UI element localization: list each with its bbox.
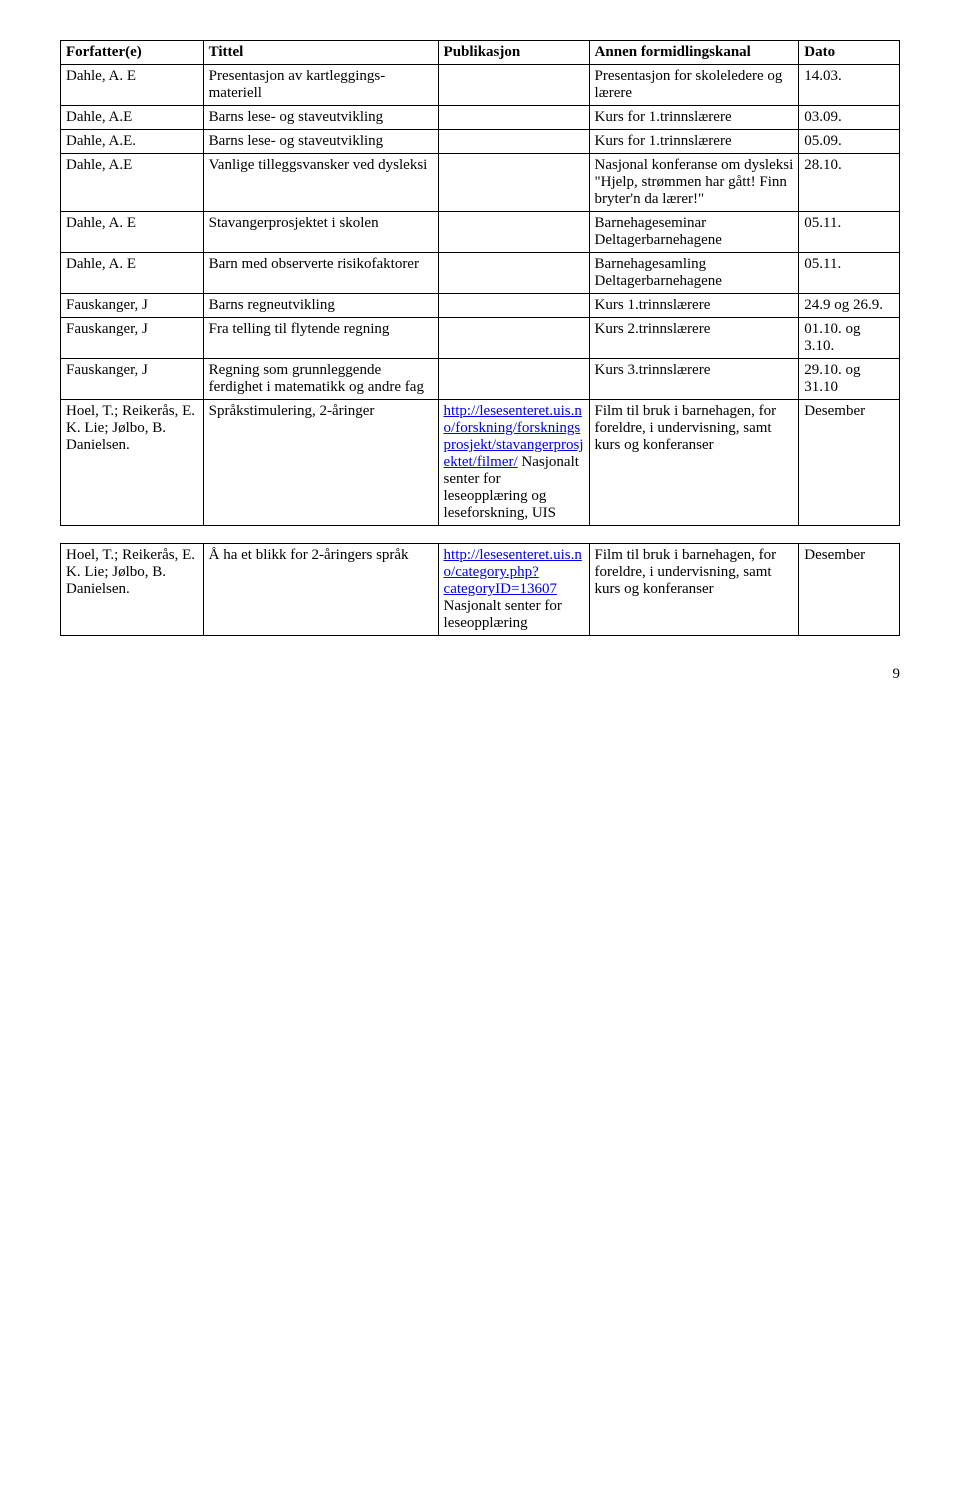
- header-author: Forfatter(e): [61, 41, 204, 65]
- header-publication: Publikasjon: [438, 41, 589, 65]
- table-spacer: [61, 526, 900, 544]
- table-row: Dahle, A. E Barn med observerte risikofa…: [61, 253, 900, 294]
- cell-channel: Kurs 3.trinnslærere: [589, 359, 799, 400]
- cell-pub: [438, 130, 589, 154]
- header-channel: Annen formidlingskanal: [589, 41, 799, 65]
- header-date: Dato: [799, 41, 900, 65]
- cell-title: Barns lese- og staveutvikling: [203, 106, 438, 130]
- cell-title: Vanlige tilleggsvansker ved dysleksi: [203, 154, 438, 212]
- cell-channel: Presentasjon for skoleledere og lærere: [589, 65, 799, 106]
- table-header-row: Forfatter(e) Tittel Publikasjon Annen fo…: [61, 41, 900, 65]
- cell-author: Fauskanger, J: [61, 318, 204, 359]
- cell-date: 03.09.: [799, 106, 900, 130]
- table-row: Fauskanger, J Fra telling til flytende r…: [61, 318, 900, 359]
- cell-title: Barns lese- og staveutvikling: [203, 130, 438, 154]
- header-title: Tittel: [203, 41, 438, 65]
- publications-table: Forfatter(e) Tittel Publikasjon Annen fo…: [60, 40, 900, 636]
- cell-author: Dahle, A.E: [61, 106, 204, 130]
- cell-title: Barns regneutvikling: [203, 294, 438, 318]
- cell-title: Barn med observerte risikofaktorer: [203, 253, 438, 294]
- cell-channel: Barnehagesamling Deltagerbarnehagene: [589, 253, 799, 294]
- cell-date: Desember: [799, 400, 900, 526]
- cell-channel: Barnehageseminar Deltagerbarnehagene: [589, 212, 799, 253]
- cell-pub: [438, 106, 589, 130]
- table-row: Dahle, A.E. Barns lese- og staveutviklin…: [61, 130, 900, 154]
- cell-pub: [438, 294, 589, 318]
- publication-after-text: Nasjonalt senter for leseopplæring: [444, 598, 562, 631]
- table-row: Hoel, T.; Reikerås, E. K. Lie; Jølbo, B.…: [61, 400, 900, 526]
- cell-pub: http://lesesenteret.uis.no/category.php?…: [438, 544, 589, 636]
- cell-date: 24.9 og 26.9.: [799, 294, 900, 318]
- cell-title: Fra telling til flytende regning: [203, 318, 438, 359]
- cell-date: Desember: [799, 544, 900, 636]
- cell-channel: Film til bruk i barnehagen, for foreldre…: [589, 400, 799, 526]
- table-row: Dahle, A. E Presentasjon av kartleggings…: [61, 65, 900, 106]
- cell-pub: [438, 359, 589, 400]
- table-row: Dahle, A. E Stavangerprosjektet i skolen…: [61, 212, 900, 253]
- cell-channel: Nasjonal konferanse om dysleksi "Hjelp, …: [589, 154, 799, 212]
- cell-date: 01.10. og 3.10.: [799, 318, 900, 359]
- cell-author: Dahle, A.E.: [61, 130, 204, 154]
- cell-channel: Film til bruk i barnehagen, for foreldre…: [589, 544, 799, 636]
- cell-author: Hoel, T.; Reikerås, E. K. Lie; Jølbo, B.…: [61, 400, 204, 526]
- table-row: Fauskanger, J Barns regneutvikling Kurs …: [61, 294, 900, 318]
- cell-date: 05.09.: [799, 130, 900, 154]
- cell-title: Presentasjon av kartleggings- materiell: [203, 65, 438, 106]
- cell-author: Fauskanger, J: [61, 359, 204, 400]
- cell-author: Dahle, A. E: [61, 253, 204, 294]
- cell-date: 05.11.: [799, 253, 900, 294]
- cell-pub: [438, 253, 589, 294]
- cell-author: Hoel, T.; Reikerås, E. K. Lie; Jølbo, B.…: [61, 544, 204, 636]
- cell-author: Dahle, A. E: [61, 65, 204, 106]
- page-number: 9: [60, 666, 900, 683]
- cell-pub: http://lesesenteret.uis.no/forskning/for…: [438, 400, 589, 526]
- cell-date: 28.10.: [799, 154, 900, 212]
- cell-title: Stavangerprosjektet i skolen: [203, 212, 438, 253]
- cell-pub: [438, 318, 589, 359]
- cell-pub: [438, 212, 589, 253]
- cell-channel: Kurs for 1.trinnslærere: [589, 130, 799, 154]
- cell-date: 14.03.: [799, 65, 900, 106]
- table-row: Dahle, A.E Barns lese- og staveutvikling…: [61, 106, 900, 130]
- cell-date: 29.10. og 31.10: [799, 359, 900, 400]
- cell-title: Språkstimulering, 2-åringer: [203, 400, 438, 526]
- cell-title: Regning som grunnleggende ferdighet i ma…: [203, 359, 438, 400]
- cell-author: Dahle, A.E: [61, 154, 204, 212]
- cell-pub: [438, 154, 589, 212]
- cell-author: Fauskanger, J: [61, 294, 204, 318]
- table-row: Fauskanger, J Regning som grunnleggende …: [61, 359, 900, 400]
- cell-channel: Kurs for 1.trinnslærere: [589, 106, 799, 130]
- cell-channel: Kurs 1.trinnslærere: [589, 294, 799, 318]
- cell-pub: [438, 65, 589, 106]
- cell-channel: Kurs 2.trinnslærere: [589, 318, 799, 359]
- table-row: Dahle, A.E Vanlige tilleggsvansker ved d…: [61, 154, 900, 212]
- cell-author: Dahle, A. E: [61, 212, 204, 253]
- publication-link[interactable]: http://lesesenteret.uis.no/category.php?…: [444, 547, 582, 597]
- cell-title: Å ha et blikk for 2-åringers språk: [203, 544, 438, 636]
- cell-date: 05.11.: [799, 212, 900, 253]
- table-row: Hoel, T.; Reikerås, E. K. Lie; Jølbo, B.…: [61, 544, 900, 636]
